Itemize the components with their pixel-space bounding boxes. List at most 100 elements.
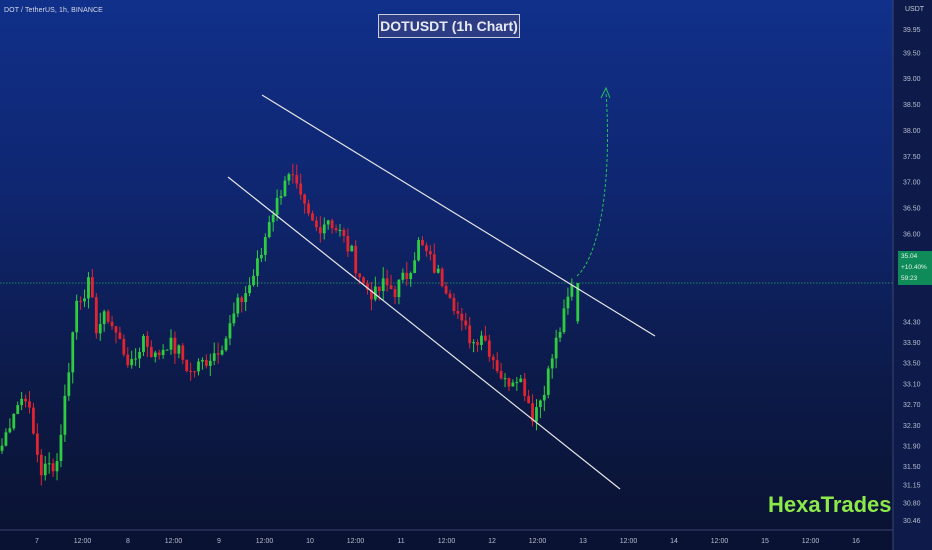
candle-body: [476, 342, 479, 345]
candle-body: [75, 300, 79, 333]
candle-body: [216, 353, 220, 355]
candle-body: [436, 268, 440, 273]
candle-body: [51, 463, 55, 472]
candle-body: [275, 197, 279, 215]
time-tick-label: 12:00: [802, 538, 820, 545]
candle-body: [228, 323, 232, 339]
candle-body: [157, 352, 161, 356]
candle-body: [354, 245, 358, 274]
candle-body: [287, 174, 291, 181]
candle-body: [153, 352, 157, 357]
price-tick-label: 30.46: [903, 518, 921, 525]
candle-body: [122, 338, 126, 355]
candle-body: [393, 289, 397, 298]
price-tick-label: 37.50: [903, 154, 921, 161]
candle-body: [401, 272, 405, 280]
candle-body: [283, 180, 287, 197]
candle-body: [142, 335, 145, 353]
price-tick-label: 39.50: [903, 50, 921, 57]
candle-body: [165, 349, 169, 351]
candle-body: [460, 313, 464, 321]
candle-body: [417, 239, 420, 261]
price-tick-label: 36.00: [903, 231, 921, 238]
chart-title: DOTUSDT (1h Chart): [378, 14, 520, 38]
candle-body: [531, 403, 534, 422]
candle-body: [389, 285, 393, 290]
candle-body: [204, 359, 208, 366]
candle-body: [114, 326, 118, 333]
candle-body: [413, 260, 417, 274]
candle-body: [212, 353, 216, 361]
time-tick-label: 14: [670, 538, 678, 545]
candle-body: [32, 407, 35, 434]
candle-body: [432, 254, 436, 273]
candle-body: [322, 224, 326, 234]
candle-body: [527, 396, 531, 404]
candle-body: [90, 277, 94, 298]
candle-body: [106, 311, 110, 322]
candle-body: [208, 360, 212, 366]
candle-body: [366, 283, 369, 290]
candle-body: [428, 251, 432, 255]
candle-body: [338, 230, 342, 232]
candle-body: [256, 258, 259, 276]
candle-body: [409, 273, 413, 280]
time-tick-label: 13: [579, 538, 587, 545]
candle-body: [448, 293, 452, 298]
candle-body: [326, 220, 330, 225]
candle-body: [240, 297, 244, 303]
candle-body: [299, 183, 303, 195]
candle-body: [71, 332, 75, 373]
time-tick-label: 10: [306, 538, 314, 545]
candle-body: [236, 297, 240, 314]
time-tick-label: 12:00: [529, 538, 547, 545]
candle-body: [177, 345, 181, 354]
candle-body: [59, 434, 63, 462]
candle-body: [87, 277, 90, 299]
candle-body: [126, 354, 130, 366]
price-tick-label: 38.00: [903, 128, 921, 135]
candle-body: [193, 371, 196, 373]
time-tick-label: 12:00: [620, 538, 638, 545]
candle-body: [421, 239, 424, 246]
price-tick-label: 31.90: [903, 443, 921, 450]
candle-body: [161, 349, 165, 356]
candle-body: [464, 320, 468, 326]
candle-body: [189, 370, 193, 372]
candle-body: [570, 285, 574, 297]
candle-body: [244, 293, 248, 303]
candle-body: [334, 228, 338, 231]
candle-body: [542, 394, 546, 401]
candle-body: [370, 289, 373, 300]
candle-body: [267, 222, 271, 238]
candle-body: [146, 335, 149, 347]
candle-body: [118, 332, 122, 339]
current-price-change: +10.40%: [901, 264, 927, 271]
price-unit-label: USDT: [905, 6, 925, 13]
candle-body: [472, 342, 475, 344]
candle-body: [539, 400, 542, 408]
candle-body: [546, 368, 550, 395]
candle-body: [181, 345, 185, 360]
candle-body: [507, 378, 511, 387]
time-tick-label: 9: [217, 538, 221, 545]
candle-body: [373, 286, 377, 300]
candle-body: [201, 359, 204, 362]
time-tick-label: 11: [397, 538, 404, 545]
candle-body: [63, 395, 67, 435]
candle-body: [515, 382, 519, 384]
candle-body: [495, 360, 499, 372]
candle-body: [307, 203, 310, 214]
candle-body: [311, 213, 314, 221]
candle-body: [83, 298, 86, 302]
current-price-countdown: 59:23: [901, 275, 918, 282]
price-tick-label: 30.80: [903, 500, 921, 507]
time-tick-label: 12:00: [438, 538, 456, 545]
candle-body: [377, 286, 381, 292]
candle-body: [350, 245, 354, 252]
candle-body: [94, 297, 98, 334]
candle-body: [20, 398, 24, 406]
time-tick-label: 12:00: [74, 538, 92, 545]
